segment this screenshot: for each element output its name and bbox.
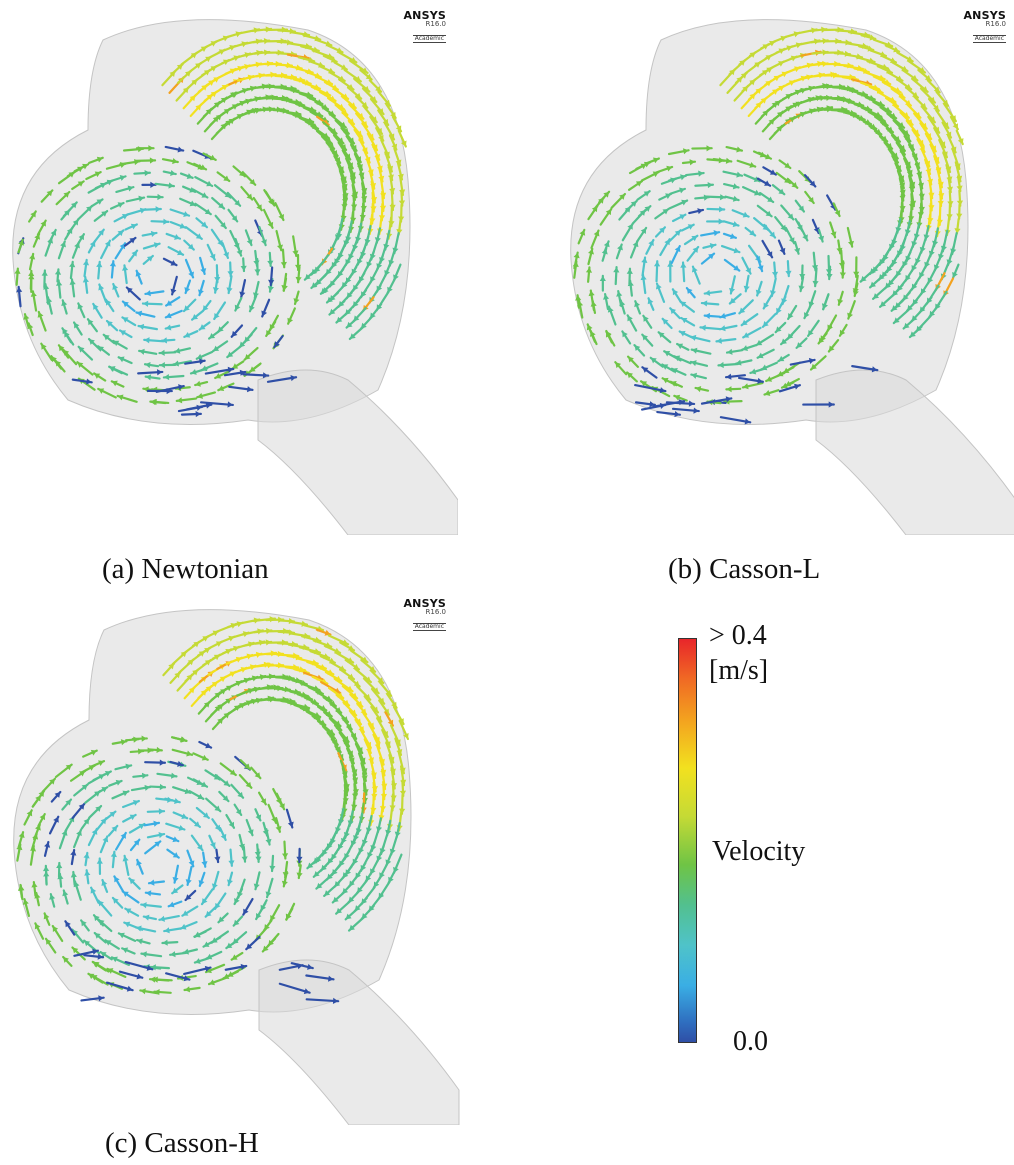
- vessel-geometry: [570, 19, 1014, 535]
- caption-newtonian: (a) Newtonian: [102, 553, 269, 585]
- velocity-vectors: [16, 616, 410, 1004]
- colorbar-max-label: > 0.4: [709, 620, 767, 651]
- colorbar-min-label: 0.0: [733, 1026, 768, 1057]
- colorbar-variable-label: Velocity: [712, 836, 806, 867]
- caption-casson-h: (c) Casson-H: [105, 1127, 259, 1159]
- vector-plot-casson-l: [566, 0, 1014, 535]
- vessel-geometry: [13, 609, 460, 1125]
- colorbar-unit-label: [m/s]: [709, 655, 769, 686]
- velocity-vectors: [572, 26, 964, 425]
- caption-casson-l: (b) Casson-L: [668, 553, 821, 585]
- vector-plot-newtonian: [8, 0, 458, 535]
- vector-plot-casson-h: [8, 590, 460, 1125]
- velocity-vectors: [14, 26, 407, 418]
- ansys-logo: ANSYS R16.0 Academic: [403, 9, 446, 43]
- ansys-logo: ANSYS R16.0 Academic: [963, 9, 1006, 43]
- ansys-logo: ANSYS R16.0 Academic: [403, 597, 446, 631]
- velocity-colorbar: [678, 638, 697, 1043]
- vessel-geometry: [12, 19, 458, 535]
